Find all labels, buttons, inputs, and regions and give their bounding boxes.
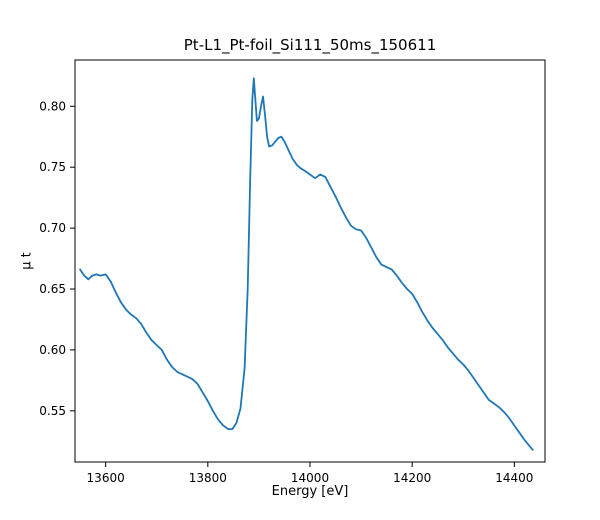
x-tick-label: 13600 [87, 471, 125, 485]
y-tick-label: 0.55 [39, 404, 66, 418]
spectrum-line [79, 77, 534, 451]
x-axis-label: Energy [eV] [271, 484, 349, 499]
y-tick-label: 0.80 [39, 99, 66, 113]
x-tick-label: 14000 [291, 471, 329, 485]
y-tick-label: 0.75 [39, 160, 66, 174]
x-tick-label: 14400 [495, 471, 533, 485]
y-tick-label: 0.60 [39, 343, 66, 357]
axes-frame [74, 59, 546, 463]
x-tick-label: 14200 [393, 471, 431, 485]
y-tick-label: 0.70 [39, 221, 66, 235]
x-tick-label: 13800 [189, 471, 227, 485]
y-tick-label: 0.65 [39, 282, 66, 296]
chart-title: Pt-L1_Pt-foil_Si111_50ms_150611 [183, 36, 437, 54]
